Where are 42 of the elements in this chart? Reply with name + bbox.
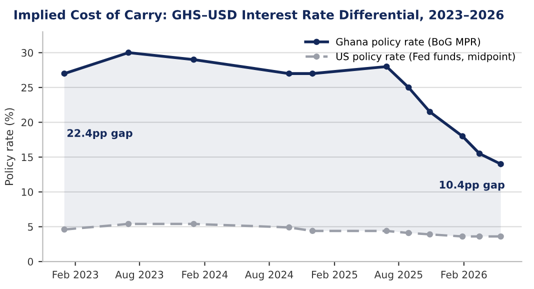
y-tick-label: 20 bbox=[22, 118, 34, 126]
annotation: 10.4pp gap bbox=[440, 180, 504, 191]
point bbox=[498, 160, 504, 168]
x-tick-label: Feb 2024 bbox=[182, 270, 228, 278]
x-tick-label: Feb 2023 bbox=[52, 270, 98, 278]
point bbox=[125, 220, 132, 228]
point bbox=[309, 228, 316, 234]
chart-title: Implied Cost of Carry: GHS–USD Interest Rate Differential, 2023–2026 bbox=[14, 10, 504, 22]
y-tick-label: 10 bbox=[22, 188, 34, 196]
point bbox=[459, 233, 466, 240]
point bbox=[426, 231, 434, 238]
point bbox=[405, 84, 412, 91]
y-axis-title: Policy rate (%) bbox=[4, 108, 16, 185]
point bbox=[286, 224, 292, 231]
y-tick-label: 30 bbox=[22, 49, 34, 57]
point bbox=[476, 150, 483, 157]
annotation: 22.4pp gap bbox=[67, 129, 132, 140]
point bbox=[190, 220, 197, 228]
y-tick-label: 25 bbox=[22, 84, 33, 92]
point bbox=[459, 133, 466, 140]
x-tick-label: Aug 2023 bbox=[115, 270, 164, 280]
point bbox=[309, 70, 316, 77]
point bbox=[384, 63, 390, 70]
point bbox=[125, 50, 132, 56]
legend-label: Ghana policy rate (BoG MPR) bbox=[336, 38, 480, 48]
x-tick-label: Feb 2026 bbox=[441, 270, 487, 278]
y-tick-label: 0 bbox=[28, 258, 34, 266]
x-tick-label: Feb 2025 bbox=[312, 270, 358, 278]
point bbox=[426, 108, 434, 115]
x-tick-label: Aug 2024 bbox=[244, 270, 294, 280]
y-tick-label: 5 bbox=[28, 223, 33, 231]
point bbox=[405, 230, 412, 236]
point bbox=[61, 70, 68, 77]
legend-label: US policy rate (Fed funds, midpoint) bbox=[336, 52, 515, 62]
point bbox=[61, 226, 68, 233]
point bbox=[190, 56, 197, 63]
point bbox=[476, 233, 483, 240]
x-tick-label: Aug 2025 bbox=[374, 270, 422, 280]
point bbox=[384, 228, 390, 234]
point bbox=[498, 233, 504, 240]
y-tick-label: 15 bbox=[22, 154, 33, 162]
point bbox=[286, 70, 292, 77]
